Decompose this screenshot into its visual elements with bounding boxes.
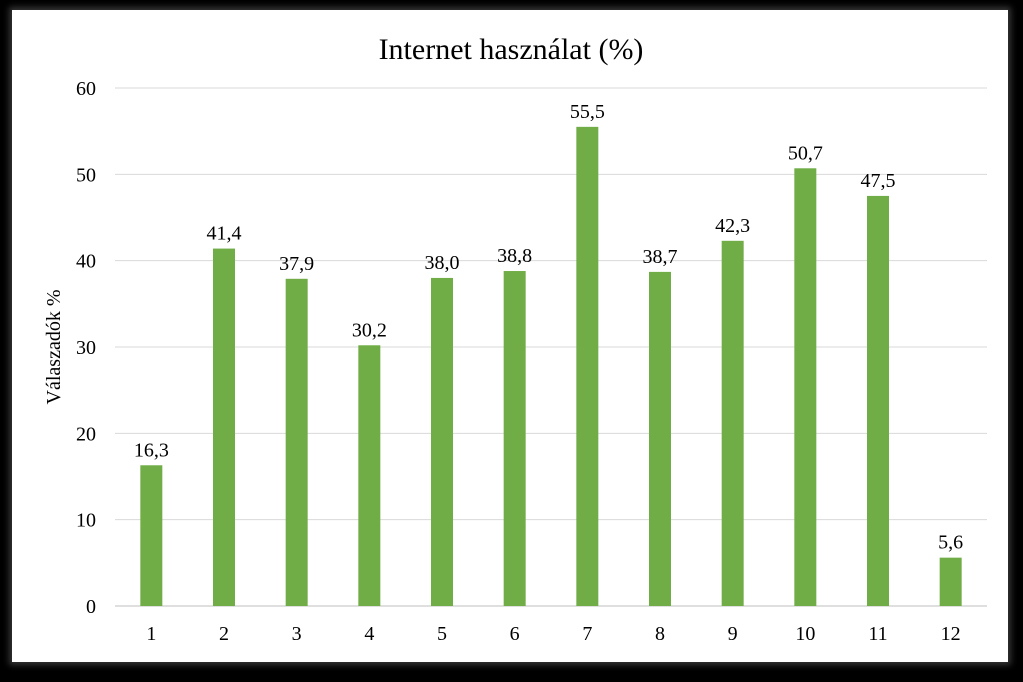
bar xyxy=(358,345,381,606)
y-tick-label: 20 xyxy=(76,423,96,445)
y-tick-labels: 0 10 20 30 40 50 60 xyxy=(76,78,96,618)
data-label: 55,5 xyxy=(570,101,605,123)
x-tick-label: 7 xyxy=(582,623,592,645)
gridlines xyxy=(115,87,987,607)
x-tick-label: 12 xyxy=(941,623,961,645)
y-tick-label: 40 xyxy=(76,251,96,273)
data-label: 50,7 xyxy=(788,142,823,164)
y-tick-label: 30 xyxy=(76,337,96,359)
data-labels: 16,3 41,4 37,9 30,2 38,0 38,8 55,5 38,7 42,3 50,7… xyxy=(134,101,963,554)
bar xyxy=(503,271,526,606)
x-tick-labels: 1 2 3 4 5 6 7 8 9 10 11 12 xyxy=(146,623,960,645)
x-tick-label: 6 xyxy=(510,623,520,645)
bar xyxy=(285,278,308,606)
data-label: 5,6 xyxy=(938,532,963,554)
x-tick-label: 9 xyxy=(728,623,738,645)
y-axis-label: Válaszadók % xyxy=(43,290,65,405)
bars xyxy=(140,126,962,607)
bar xyxy=(213,248,235,606)
chart-title: Internet használat (%) xyxy=(379,33,644,66)
y-tick-label: 0 xyxy=(86,596,96,618)
bar xyxy=(140,465,163,606)
y-tick-label: 60 xyxy=(76,78,96,100)
x-tick-label: 1 xyxy=(146,623,156,645)
data-label: 41,4 xyxy=(207,223,242,245)
data-label: 47,5 xyxy=(861,170,896,192)
x-tick-label: 2 xyxy=(219,623,229,645)
x-tick-label: 3 xyxy=(292,623,302,645)
bar xyxy=(649,271,671,606)
bar xyxy=(794,168,817,607)
data-label: 38,0 xyxy=(425,252,460,274)
bar xyxy=(721,240,744,606)
data-label: 37,9 xyxy=(279,253,314,275)
x-tick-label: 4 xyxy=(364,623,374,645)
data-label: 16,3 xyxy=(134,439,169,461)
x-tick-label: 11 xyxy=(868,623,887,645)
bar xyxy=(431,277,453,606)
bar xyxy=(939,557,962,606)
data-label: 38,7 xyxy=(643,246,678,268)
data-label: 30,2 xyxy=(352,319,387,341)
bar xyxy=(576,126,599,606)
data-label: 38,8 xyxy=(497,245,532,267)
bar xyxy=(867,195,889,606)
y-tick-label: 50 xyxy=(76,164,96,186)
x-tick-label: 5 xyxy=(437,623,447,645)
y-tick-label: 10 xyxy=(76,510,96,532)
data-label: 42,3 xyxy=(715,215,750,237)
x-tick-label: 8 xyxy=(655,623,665,645)
x-tick-label: 10 xyxy=(795,623,815,645)
